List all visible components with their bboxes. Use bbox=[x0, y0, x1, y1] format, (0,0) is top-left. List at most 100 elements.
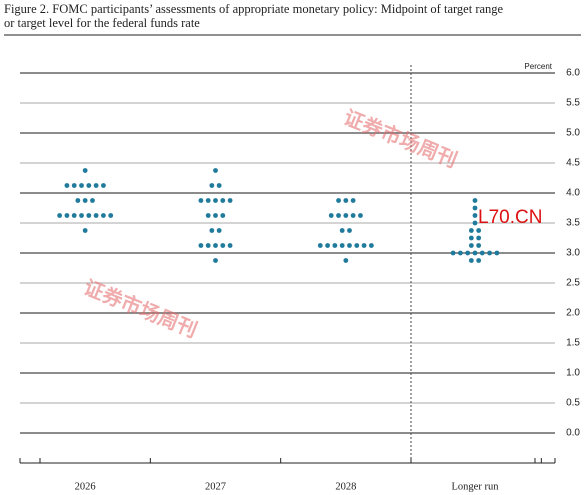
x-tick-label: 2028 bbox=[335, 481, 356, 492]
dot bbox=[71, 183, 77, 188]
dot bbox=[479, 250, 485, 256]
dot bbox=[328, 213, 334, 218]
dot bbox=[472, 250, 478, 256]
dot bbox=[86, 183, 92, 188]
y-tick-label: 1.0 bbox=[566, 368, 580, 379]
dot bbox=[472, 198, 478, 203]
dot bbox=[476, 258, 482, 263]
x-tick-label: Longer run bbox=[452, 481, 500, 492]
y-tick-label: 4.5 bbox=[566, 158, 580, 169]
dot bbox=[325, 243, 330, 248]
dot bbox=[205, 198, 211, 203]
dot bbox=[57, 213, 63, 218]
y-tick-label: 4.0 bbox=[566, 188, 580, 199]
y-tick-label: 3.0 bbox=[566, 248, 580, 259]
dot bbox=[343, 258, 349, 263]
dot bbox=[213, 243, 218, 248]
dot bbox=[209, 183, 215, 188]
dot bbox=[220, 213, 226, 218]
dot bbox=[350, 213, 356, 218]
dot bbox=[205, 213, 211, 218]
dot bbox=[71, 213, 77, 218]
dot bbox=[339, 243, 345, 248]
dot bbox=[209, 228, 215, 233]
dot bbox=[465, 250, 471, 256]
dot bbox=[458, 250, 463, 256]
dot bbox=[358, 213, 363, 218]
dot bbox=[93, 183, 99, 188]
x-tick-label: 2027 bbox=[205, 481, 226, 492]
dot bbox=[205, 243, 211, 248]
dot bbox=[82, 228, 88, 233]
dot bbox=[213, 168, 218, 173]
dot bbox=[213, 213, 218, 218]
dot bbox=[468, 235, 474, 241]
dot bbox=[220, 243, 226, 248]
dot bbox=[361, 243, 367, 248]
watermark: 证券市场周刊 bbox=[340, 105, 460, 172]
dot bbox=[216, 228, 222, 233]
dot bbox=[350, 198, 356, 203]
dot bbox=[79, 183, 84, 188]
dot bbox=[82, 198, 88, 203]
dot bbox=[472, 213, 478, 218]
dot bbox=[86, 213, 92, 218]
watermark: 证券市场周刊 bbox=[80, 275, 200, 342]
dot bbox=[79, 213, 84, 218]
y-tick-label: 0.5 bbox=[566, 398, 580, 409]
y-tick-label: 5.0 bbox=[566, 128, 580, 139]
y-tick-label: 2.0 bbox=[566, 308, 580, 319]
dot bbox=[216, 183, 222, 188]
chart-title: or target level for the federal funds ra… bbox=[4, 16, 200, 30]
dot bbox=[354, 243, 360, 248]
y-tick-label: 1.5 bbox=[566, 338, 580, 349]
dot bbox=[213, 258, 218, 263]
x-tick-label: 2026 bbox=[75, 481, 96, 492]
dot bbox=[93, 213, 99, 218]
dot bbox=[476, 235, 482, 241]
dot bbox=[339, 228, 345, 233]
dot bbox=[468, 243, 474, 248]
dot bbox=[332, 243, 338, 248]
y-tick-label: 2.5 bbox=[566, 278, 580, 289]
dot bbox=[64, 183, 70, 188]
dot bbox=[227, 198, 233, 203]
dot bbox=[487, 250, 492, 256]
dot bbox=[347, 228, 352, 233]
y-tick-label: 6.0 bbox=[566, 68, 580, 79]
dot bbox=[198, 198, 204, 203]
y-tick-label: 5.5 bbox=[566, 98, 580, 109]
dot bbox=[343, 213, 349, 218]
dot bbox=[90, 198, 95, 203]
dot bbox=[472, 220, 478, 226]
dot bbox=[476, 228, 482, 233]
dot bbox=[368, 243, 374, 248]
dot bbox=[343, 198, 349, 203]
dot bbox=[336, 198, 341, 203]
dot bbox=[468, 258, 474, 263]
y-tick-label: 3.5 bbox=[566, 218, 580, 229]
dot bbox=[75, 198, 81, 203]
dot bbox=[347, 243, 352, 248]
dot bbox=[227, 243, 233, 248]
dot bbox=[198, 243, 204, 248]
dot bbox=[64, 213, 70, 218]
dot bbox=[101, 183, 106, 188]
y-tick-label: 0.0 bbox=[566, 428, 580, 439]
dot bbox=[336, 213, 341, 218]
dot bbox=[108, 213, 114, 218]
dot bbox=[472, 205, 478, 211]
dot bbox=[476, 243, 482, 248]
chart-title: Figure 2. FOMC participants’ assessments… bbox=[4, 2, 504, 16]
dot bbox=[220, 198, 226, 203]
dot bbox=[317, 243, 323, 248]
dot bbox=[468, 228, 474, 233]
dot bbox=[494, 250, 500, 256]
dot bbox=[82, 168, 88, 173]
y-axis-label: Percent bbox=[524, 62, 552, 71]
dot bbox=[450, 250, 456, 256]
dot bbox=[101, 213, 106, 218]
watermark: L70.CN bbox=[478, 207, 542, 228]
dot bbox=[213, 198, 218, 203]
